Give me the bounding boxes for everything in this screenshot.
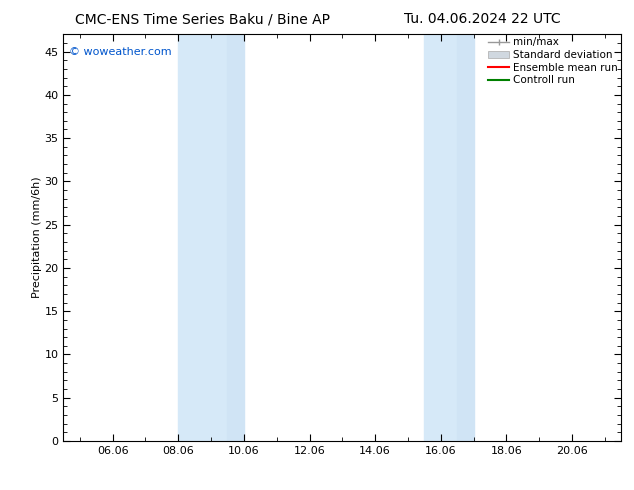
Legend: min/max, Standard deviation, Ensemble mean run, Controll run: min/max, Standard deviation, Ensemble me… <box>486 35 620 87</box>
Bar <box>178 34 228 441</box>
Bar <box>457 34 474 441</box>
Text: Tu. 04.06.2024 22 UTC: Tu. 04.06.2024 22 UTC <box>403 12 560 26</box>
Text: CMC-ENS Time Series Baku / Bine AP: CMC-ENS Time Series Baku / Bine AP <box>75 12 330 26</box>
Bar <box>228 34 244 441</box>
Y-axis label: Precipitation (mm/6h): Precipitation (mm/6h) <box>32 177 42 298</box>
Text: © woweather.com: © woweather.com <box>69 47 172 56</box>
Bar <box>424 34 457 441</box>
